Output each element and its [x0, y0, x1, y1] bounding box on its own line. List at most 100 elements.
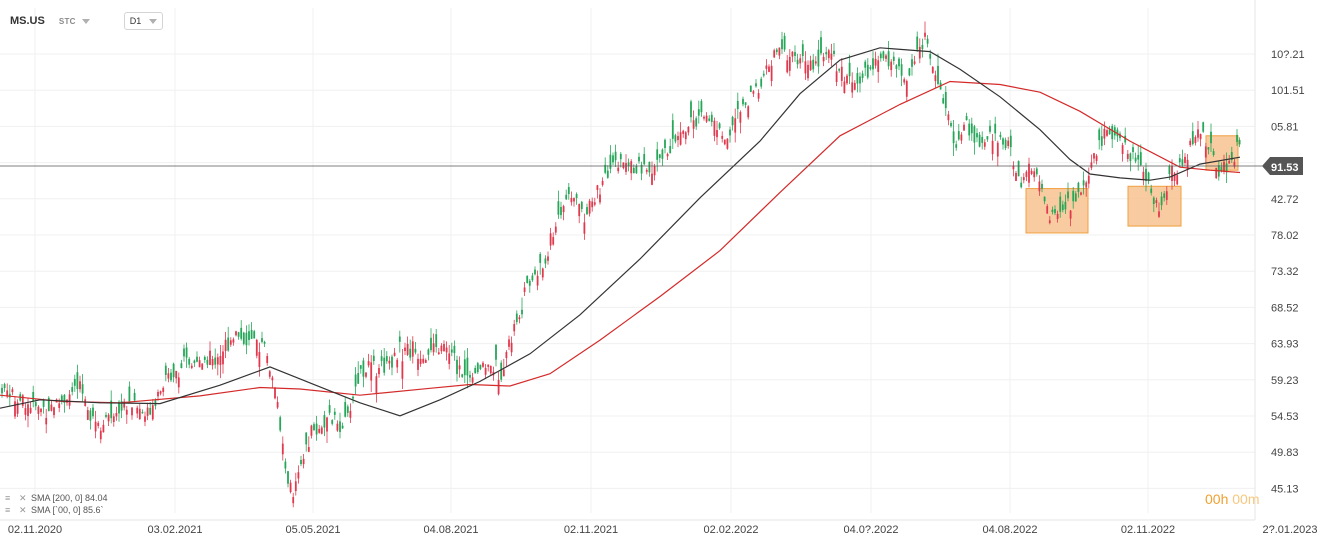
candle — [528, 278, 531, 293]
y-tick-label: 49.83 — [1271, 447, 1299, 459]
candle — [76, 364, 79, 399]
candle — [66, 399, 68, 406]
candle — [877, 55, 880, 83]
candle — [773, 48, 776, 59]
candle — [487, 364, 490, 372]
candle — [791, 51, 794, 63]
candle — [593, 197, 596, 207]
candle — [443, 340, 445, 352]
candle — [885, 53, 887, 63]
candle — [266, 353, 269, 366]
candle — [352, 395, 354, 404]
candle — [253, 329, 256, 339]
sma-lines — [0, 47, 1241, 417]
settings-icon[interactable]: ≡ — [5, 505, 11, 515]
y-tick-label: 73.32 — [1271, 266, 1299, 278]
indicator-legend: ≡ ✕ SMA [200, 0] 84.04 ≡ ✕ SMA [`00, 0] … — [5, 492, 108, 516]
candle — [703, 115, 705, 121]
candle — [934, 70, 937, 88]
candle — [112, 413, 115, 427]
candle — [162, 386, 165, 397]
candle — [1204, 142, 1207, 164]
candle — [110, 390, 113, 424]
candle — [996, 140, 999, 167]
chevron-down-icon[interactable] — [81, 18, 90, 24]
candle — [365, 372, 367, 379]
candle — [775, 47, 778, 55]
candle — [349, 403, 352, 423]
candle — [1233, 158, 1236, 169]
candle — [1160, 191, 1163, 211]
candle — [513, 319, 516, 336]
candle — [495, 344, 497, 367]
candle — [123, 398, 126, 411]
y-tick-label: 78.02 — [1271, 230, 1299, 242]
candle — [521, 297, 523, 319]
candle — [1199, 133, 1202, 147]
candle — [1100, 125, 1103, 151]
candle — [357, 361, 360, 384]
candle — [866, 58, 869, 80]
candle — [794, 45, 796, 62]
candle — [333, 407, 336, 420]
candle — [1090, 154, 1093, 171]
candle — [362, 357, 365, 388]
candle — [573, 197, 575, 207]
candle — [630, 159, 633, 181]
candle — [190, 363, 193, 370]
candle — [383, 348, 386, 376]
candle — [370, 355, 373, 393]
candle — [115, 406, 118, 421]
candle — [911, 53, 913, 76]
price-tag-value: 91.53 — [1271, 162, 1299, 174]
candle — [627, 158, 630, 172]
candle — [1202, 121, 1205, 133]
settings-icon[interactable]: ≡ — [5, 493, 11, 503]
candle — [1137, 145, 1140, 171]
candle — [710, 111, 713, 127]
candle — [687, 126, 690, 136]
candle — [385, 351, 388, 364]
candle — [320, 425, 323, 435]
candle — [705, 112, 708, 124]
candle — [471, 372, 474, 385]
candle — [1085, 180, 1088, 197]
candle — [307, 436, 310, 453]
close-icon[interactable]: ✕ — [19, 505, 27, 515]
candle — [973, 124, 976, 155]
candle — [726, 138, 729, 150]
close-icon[interactable]: ✕ — [19, 493, 27, 503]
candle — [731, 115, 734, 131]
candle — [679, 122, 682, 146]
candle — [188, 356, 191, 369]
candle — [378, 364, 380, 378]
candle — [583, 213, 586, 240]
candle — [864, 59, 867, 76]
candle — [812, 54, 815, 73]
candle — [430, 328, 432, 353]
chart-grid — [0, 0, 1256, 521]
candle — [1035, 167, 1038, 177]
candle — [554, 222, 557, 236]
timeframe-select[interactable]: D1 — [123, 12, 164, 30]
candle — [713, 117, 716, 142]
timer-hours: 00h — [1205, 491, 1229, 507]
candle — [232, 337, 235, 346]
candle — [994, 116, 997, 141]
candle — [601, 177, 604, 187]
candle — [448, 344, 451, 370]
candle — [482, 361, 484, 368]
candle — [29, 401, 32, 415]
candle — [1119, 131, 1121, 142]
candle — [820, 30, 822, 56]
candle — [214, 348, 217, 369]
candle — [1087, 167, 1090, 189]
candle — [570, 191, 573, 206]
candle — [1025, 170, 1028, 182]
candle — [783, 32, 786, 52]
candle — [835, 63, 838, 87]
candle — [294, 472, 297, 496]
candle — [14, 396, 16, 420]
candle — [833, 43, 835, 57]
